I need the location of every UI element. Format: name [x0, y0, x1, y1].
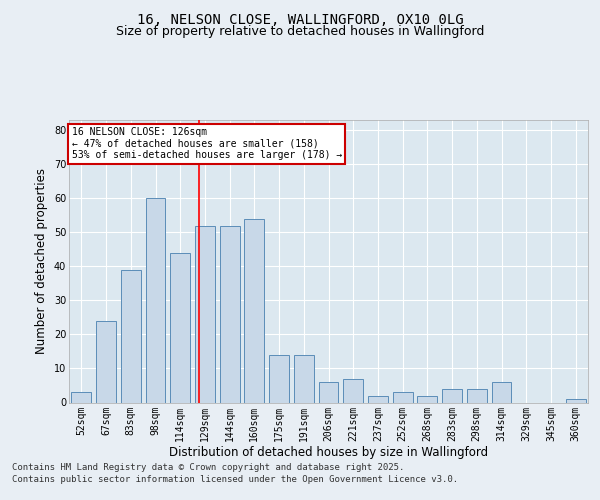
Bar [343, 378, 363, 402]
Bar [195, 226, 215, 402]
Bar [244, 218, 264, 402]
Bar [269, 355, 289, 403]
Text: 16 NELSON CLOSE: 126sqm
← 47% of detached houses are smaller (158)
53% of semi-d: 16 NELSON CLOSE: 126sqm ← 47% of detache… [71, 127, 342, 160]
X-axis label: Distribution of detached houses by size in Wallingford: Distribution of detached houses by size … [169, 446, 488, 459]
Text: 16, NELSON CLOSE, WALLINGFORD, OX10 0LG: 16, NELSON CLOSE, WALLINGFORD, OX10 0LG [137, 12, 463, 26]
Bar [566, 399, 586, 402]
Bar [368, 396, 388, 402]
Y-axis label: Number of detached properties: Number of detached properties [35, 168, 48, 354]
Bar [146, 198, 166, 402]
Bar [418, 396, 437, 402]
Bar [71, 392, 91, 402]
Bar [96, 321, 116, 402]
Bar [442, 389, 462, 402]
Bar [491, 382, 511, 402]
Text: Contains HM Land Registry data © Crown copyright and database right 2025.: Contains HM Land Registry data © Crown c… [12, 462, 404, 471]
Bar [467, 389, 487, 402]
Text: Contains public sector information licensed under the Open Government Licence v3: Contains public sector information licen… [12, 475, 458, 484]
Text: Size of property relative to detached houses in Wallingford: Size of property relative to detached ho… [116, 25, 484, 38]
Bar [220, 226, 239, 402]
Bar [393, 392, 413, 402]
Bar [121, 270, 140, 402]
Bar [294, 355, 314, 403]
Bar [319, 382, 338, 402]
Bar [170, 252, 190, 402]
